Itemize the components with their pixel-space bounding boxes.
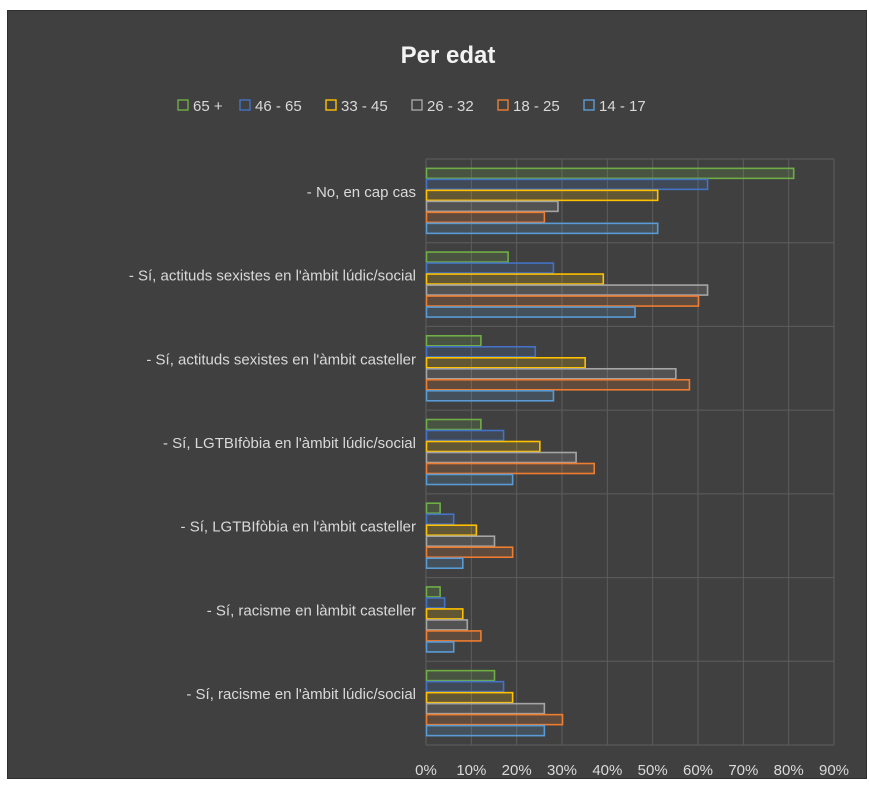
legend-item: 14 - 17: [583, 98, 646, 115]
bar-65-cat-3: [425, 418, 482, 431]
category-label: - No, en cap cas: [307, 184, 416, 201]
legend-item: 18 - 25: [497, 98, 560, 115]
bar-33-45-cat-4: [425, 524, 478, 537]
bar-46-65-cat-5: [425, 597, 446, 609]
bar-65-cat-0: [425, 167, 795, 180]
x-tick-label: 30%: [547, 762, 577, 778]
bar-26-32-cat-6: [425, 702, 546, 715]
bar-14-17-cat-6: [425, 724, 546, 737]
bar-65-cat-1: [425, 251, 509, 263]
legend-label: 26 - 32: [427, 98, 474, 115]
bar-33-45-cat-1: [425, 273, 605, 285]
bar-46-65-cat-4: [425, 513, 455, 526]
bar-33-45-cat-2: [425, 356, 586, 369]
bar-46-65-cat-3: [425, 429, 505, 442]
chart-area: Per edat 65 + 46 - 65 33 - 45 26 - 32 18 - 2…: [7, 10, 867, 779]
bar-33-45-cat-6: [425, 691, 514, 704]
bar-26-32-cat-1: [425, 284, 709, 296]
category-label: - Sí, actituds sexistes en l'àmbit lúdic…: [129, 268, 416, 285]
category-label: - Sí, LGTBIfòbia en l'àmbit casteller: [181, 519, 416, 536]
bar-65-cat-4: [425, 502, 441, 515]
bar-14-17-cat-4: [425, 557, 464, 570]
x-tick-label: 80%: [774, 762, 804, 778]
legend-item: 33 - 45: [325, 98, 388, 115]
legend-label: 18 - 25: [513, 98, 560, 115]
chart-title: Per edat: [401, 42, 496, 69]
bar-18-25-cat-2: [425, 378, 691, 391]
bar-18-25-cat-1: [425, 295, 700, 307]
bar-18-25-cat-4: [425, 546, 514, 559]
legend-item: 65 +: [177, 98, 223, 115]
legend-label: 14 - 17: [599, 98, 646, 115]
bar-26-32-cat-3: [425, 451, 577, 464]
bar-33-45-cat-5: [425, 608, 464, 620]
bar-26-32-cat-4: [425, 535, 496, 548]
category-label: - Sí, actituds sexistes en l'àmbit caste…: [146, 351, 416, 368]
x-tick-label: 40%: [592, 762, 622, 778]
legend-label: 33 - 45: [341, 98, 388, 115]
legend-swatch: [177, 99, 189, 111]
x-tick-label: 50%: [638, 762, 668, 778]
bar-46-65-cat-1: [425, 262, 555, 274]
legend-item: 26 - 32: [411, 98, 474, 115]
x-tick-label: 60%: [683, 762, 713, 778]
bar-46-65-cat-2: [425, 345, 537, 358]
bar-14-17-cat-5: [425, 641, 455, 653]
bar-18-25-cat-6: [425, 713, 564, 726]
bar-46-65-cat-0: [425, 178, 709, 191]
bar-65-cat-2: [425, 334, 482, 347]
bar-26-32-cat-5: [425, 619, 469, 631]
bar-65-cat-6: [425, 669, 496, 682]
bar-14-17-cat-3: [425, 473, 514, 486]
bar-14-17-cat-0: [425, 222, 659, 235]
x-tick-label: 70%: [728, 762, 758, 778]
legend-label: 46 - 65: [255, 98, 302, 115]
bar-18-25-cat-5: [425, 630, 482, 642]
x-tick-label: 10%: [456, 762, 486, 778]
x-axis-ticks: 0% 10% 20% 30% 40% 50% 60% 70% 80% 90%: [415, 762, 849, 778]
bar-18-25-cat-3: [425, 462, 596, 475]
category-label: - Sí, racisme en l'àmbit lúdic/social: [186, 686, 416, 703]
legend-swatch: [583, 99, 595, 111]
bar-33-45-cat-0: [425, 189, 659, 202]
bar-65-cat-5: [425, 586, 441, 598]
legend-swatch: [411, 99, 423, 111]
bar-14-17-cat-1: [425, 306, 636, 318]
legend-swatch: [497, 99, 509, 111]
legend-label: 65 +: [193, 98, 223, 115]
bars: [425, 167, 795, 737]
bar-33-45-cat-3: [425, 440, 541, 453]
category-label: - Sí, racisme en làmbit casteller: [207, 602, 416, 619]
bar-26-32-cat-2: [425, 367, 677, 380]
x-tick-label: 20%: [502, 762, 532, 778]
bar-14-17-cat-2: [425, 389, 555, 402]
x-tick-label: 0%: [415, 762, 437, 778]
legend: 65 + 46 - 65 33 - 45 26 - 32 18 - 25 14 - 17: [177, 98, 646, 115]
gridlines: [425, 158, 835, 746]
bar-46-65-cat-6: [425, 680, 505, 693]
category-labels: - No, en cap cas - Sí, actituds sexistes …: [129, 184, 416, 703]
category-label: - Sí, LGTBIfòbia en l'àmbit lúdic/social: [163, 435, 416, 452]
legend-swatch: [325, 99, 337, 111]
legend-item: 46 - 65: [239, 98, 302, 115]
bar-18-25-cat-0: [425, 211, 546, 224]
x-tick-label: 90%: [819, 762, 849, 778]
bar-26-32-cat-0: [425, 200, 559, 213]
legend-swatch: [239, 99, 251, 111]
bar-chart: Per edat 65 + 46 - 65 33 - 45 26 - 32 18 - 2…: [129, 42, 849, 778]
